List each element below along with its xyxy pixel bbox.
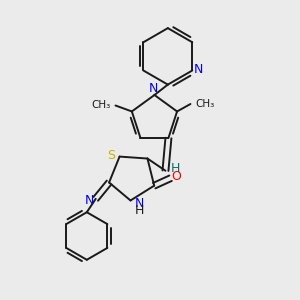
Text: N: N <box>148 82 158 95</box>
Text: N: N <box>194 62 203 76</box>
Text: CH₃: CH₃ <box>196 99 215 109</box>
Text: N: N <box>135 197 144 210</box>
Text: S: S <box>107 148 115 162</box>
Text: CH₃: CH₃ <box>91 100 110 110</box>
Text: H: H <box>171 162 181 175</box>
Text: N: N <box>85 194 94 207</box>
Text: H: H <box>135 204 144 217</box>
Text: O: O <box>172 170 182 183</box>
